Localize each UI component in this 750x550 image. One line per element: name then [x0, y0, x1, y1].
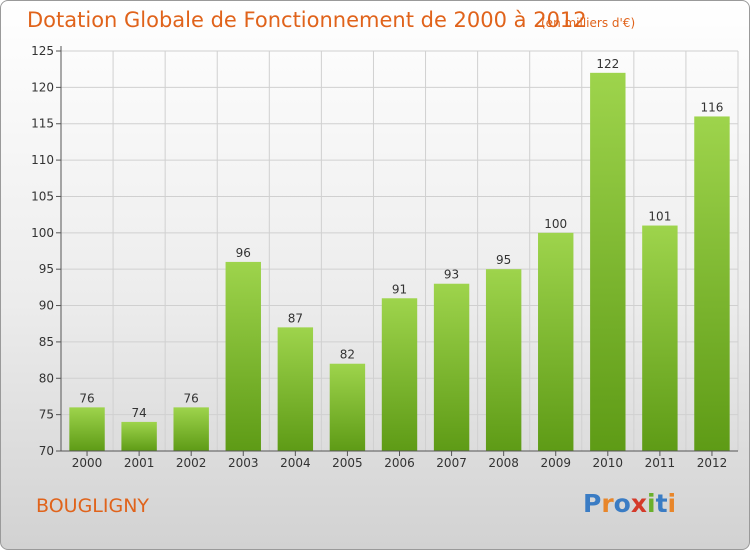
- y-tick-label: 75: [39, 408, 54, 422]
- bar-value-label: 100: [544, 217, 567, 231]
- x-tick-label: 2000: [72, 456, 103, 470]
- bar-value-label: 76: [79, 391, 94, 405]
- x-tick-label: 2008: [488, 456, 519, 470]
- x-tick-label: 2003: [228, 456, 259, 470]
- x-tick-label: 2006: [384, 456, 415, 470]
- x-tick-label: 2001: [124, 456, 155, 470]
- bar-value-label: 87: [288, 311, 303, 325]
- bar-layer: 76 74 76 96 87 82 91 93 95 100 122 101 116: [69, 57, 730, 452]
- bar-2001: [121, 421, 157, 451]
- logo-letter: r: [601, 489, 614, 518]
- bar-value-label: 91: [392, 282, 407, 296]
- bar-2003: [225, 261, 261, 451]
- x-tick-label: 2012: [697, 456, 728, 470]
- x-tick-label: 2009: [540, 456, 571, 470]
- x-tick-label: 2005: [332, 456, 363, 470]
- y-tick-label: 80: [39, 371, 54, 385]
- logo-letter: i: [647, 489, 656, 518]
- proxiti-logo[interactable]: Proxiti: [583, 489, 676, 518]
- bar-value-label: 76: [184, 391, 199, 405]
- y-tick-label: 100: [31, 226, 54, 240]
- y-tick-label: 90: [39, 299, 54, 313]
- bar-value-label: 96: [236, 246, 251, 260]
- y-tick-label: 110: [31, 153, 54, 167]
- commune-name: BOUGLIGNY: [36, 495, 150, 517]
- x-tick-label: 2007: [436, 456, 467, 470]
- logo-letter: t: [655, 489, 668, 518]
- logo-letter: o: [613, 489, 631, 518]
- bar-2009: [538, 232, 574, 451]
- y-tick-label: 125: [31, 44, 54, 58]
- chart-subtitle: (en milliers d'€): [541, 16, 636, 30]
- bar-value-label: 122: [596, 57, 619, 71]
- bar-value-label: 82: [340, 348, 355, 362]
- bar-value-label: 95: [496, 253, 511, 267]
- bar-2011: [642, 225, 678, 451]
- bar-2000: [69, 407, 105, 451]
- y-tick-label: 70: [39, 444, 54, 458]
- bar-value-label: 116: [701, 100, 724, 114]
- bar-value-label: 101: [648, 210, 671, 224]
- logo-letter: x: [630, 489, 647, 518]
- y-tick-label: 95: [39, 262, 54, 276]
- y-tick-label: 120: [31, 80, 54, 94]
- x-tick-label: 2010: [593, 456, 624, 470]
- bar-2007: [433, 283, 470, 451]
- y-tick-label: 85: [39, 335, 54, 349]
- bar-2010: [590, 72, 626, 452]
- bar-2005: [329, 363, 366, 451]
- bar-2006: [381, 298, 418, 451]
- chart-title: Dotation Globale de Fonctionnement de 20…: [27, 8, 587, 32]
- logo-letter: P: [583, 489, 602, 518]
- bar-2004: [277, 327, 314, 451]
- x-tick-label: 2002: [176, 456, 207, 470]
- bar-2012: [694, 116, 730, 452]
- bar-2008: [485, 269, 522, 451]
- logo-letter: i: [667, 489, 677, 518]
- x-tick-label: 2011: [645, 456, 676, 470]
- bar-value-label: 74: [131, 406, 146, 420]
- bar-2002: [173, 407, 209, 451]
- x-tick-label: 2004: [280, 456, 311, 470]
- y-tick-label: 115: [31, 117, 54, 131]
- y-tick-label: 105: [31, 189, 54, 203]
- axis-layer: 70 75 80 85 90 95 100 105 110 115 120 125 2000 2001 20…: [31, 44, 738, 470]
- bar-value-label: 93: [444, 268, 459, 282]
